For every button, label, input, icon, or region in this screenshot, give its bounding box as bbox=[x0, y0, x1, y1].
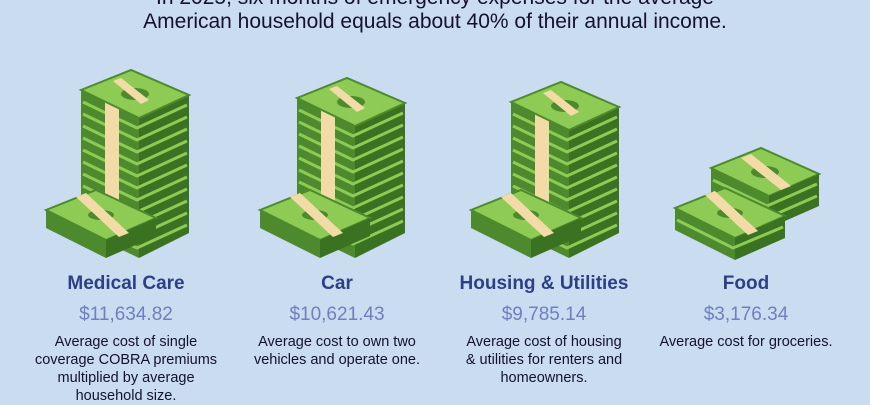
category-housing-utilities: Housing & Utilities $9,785.14 Average co… bbox=[439, 0, 649, 400]
short-stack bbox=[43, 188, 159, 258]
short-stack bbox=[468, 188, 584, 258]
category-label: Car bbox=[321, 273, 353, 294]
category-medical-care: Medical Care $11,634.82 Average cost of … bbox=[21, 0, 231, 404]
money-stack-icon bbox=[672, 146, 822, 260]
intro-line-1: In 2025, six months of emergency expense… bbox=[0, 0, 870, 10]
category-amount: $3,176.34 bbox=[703, 304, 789, 325]
money-stack-icon bbox=[257, 76, 408, 258]
intro-text: In 2025, six months of emergency expense… bbox=[0, 0, 870, 34]
category-label: Food bbox=[722, 273, 770, 294]
description-line: Average cost to own two bbox=[258, 334, 416, 350]
short-stack bbox=[257, 188, 373, 258]
category-amount: $9,785.14 bbox=[501, 304, 587, 325]
category-label: Medical Care bbox=[67, 273, 185, 294]
description-line: Average cost of housing bbox=[466, 334, 622, 350]
front-stack bbox=[672, 186, 788, 260]
description-line: vehicles and operate one. bbox=[253, 352, 421, 368]
category-amount: $10,621.43 bbox=[289, 304, 385, 325]
description-line: Average cost of single bbox=[54, 334, 198, 350]
category-amount: $11,634.82 bbox=[79, 304, 173, 325]
description-line: coverage COBRA premiums bbox=[34, 352, 218, 368]
money-stack-icon bbox=[43, 68, 192, 258]
description-line: & utilities for renters and bbox=[465, 352, 623, 368]
category-car: Car $10,621.43 Average cost to own two v… bbox=[232, 0, 442, 400]
money-stack-icon bbox=[468, 80, 622, 258]
description-line: household size. bbox=[75, 388, 177, 404]
category-description: Average cost to own two vehicles and ope… bbox=[232, 333, 442, 369]
category-description: Average cost for groceries. bbox=[641, 333, 851, 351]
category-food: Food $3,176.34 Average cost for grocerie… bbox=[641, 0, 851, 400]
intro-line-2: American household equals about 40% of t… bbox=[143, 10, 727, 33]
category-description: Average cost of single coverage COBRA pr… bbox=[21, 333, 231, 405]
category-label: Housing & Utilities bbox=[459, 273, 629, 294]
description-line: homeowners. bbox=[500, 370, 588, 386]
description-line: multiplied by average bbox=[57, 370, 195, 386]
description-line: Average cost for groceries. bbox=[659, 334, 833, 350]
category-description: Average cost of housing & utilities for … bbox=[439, 333, 649, 387]
